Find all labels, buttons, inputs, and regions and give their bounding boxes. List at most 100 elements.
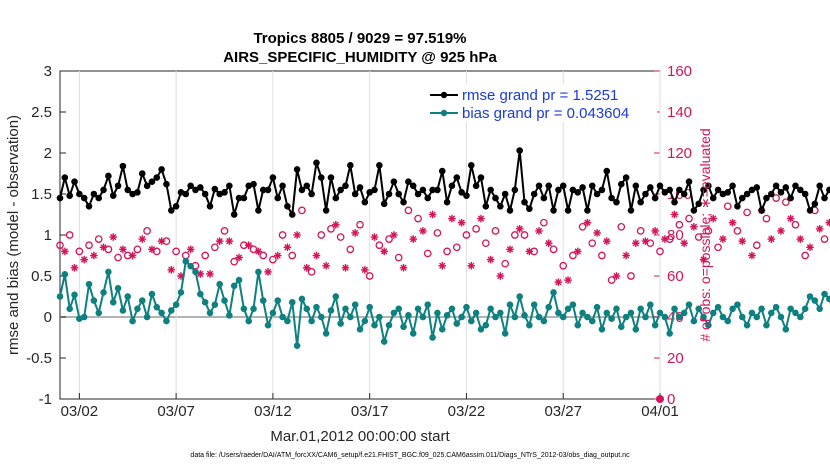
bias-point	[569, 301, 577, 309]
bias-point	[477, 326, 485, 333]
obs-evaluated-marker	[70, 264, 79, 272]
bias-point	[206, 309, 214, 317]
obs-possible-marker	[772, 194, 780, 202]
bias-point	[467, 317, 475, 325]
bias-point	[269, 309, 277, 317]
bias-point	[782, 326, 790, 333]
obs-evaluated-stroke	[439, 262, 446, 269]
rmse-point	[361, 198, 369, 206]
y-tick-label: -1	[39, 391, 52, 408]
rmse-point	[758, 207, 765, 214]
obs-possible-marker	[762, 214, 771, 223]
obs-evaluated-marker	[457, 218, 466, 227]
rmse-point	[424, 194, 432, 202]
obs-evaluated-marker	[573, 247, 582, 256]
obs-evaluated-marker	[564, 276, 572, 284]
bias-point	[351, 301, 359, 309]
obs-evaluated-marker	[815, 225, 824, 233]
obs-possible-marker	[404, 206, 413, 215]
obs-possible-marker	[114, 253, 122, 262]
bias-point	[559, 313, 567, 321]
rmse-point	[685, 178, 693, 185]
rmse-point	[656, 182, 664, 190]
rmse-point	[134, 189, 141, 196]
obs-evaluated-stroke	[748, 252, 756, 259]
bias-point	[443, 312, 451, 319]
bias-point	[284, 317, 291, 325]
bias-point	[593, 303, 601, 311]
bias-point	[637, 305, 644, 313]
obs-possible-marker	[704, 227, 713, 235]
obs-possible-marker	[733, 227, 742, 235]
bias-point	[385, 321, 393, 329]
bias-point	[734, 301, 741, 309]
rmse-point	[821, 194, 828, 202]
obs-possible-marker	[327, 225, 335, 233]
rmse-point	[729, 182, 736, 190]
bias-point	[327, 307, 335, 314]
rmse-point	[206, 203, 214, 210]
bias-point	[695, 305, 703, 313]
rmse-point	[71, 178, 78, 185]
bias-point	[724, 317, 732, 325]
obs-possible-marker	[85, 241, 93, 250]
obs-evaluated-stroke	[729, 219, 736, 226]
obs-evaluated-marker	[496, 272, 505, 280]
obs-possible-marker	[269, 255, 277, 264]
obs-evaluated-marker	[690, 223, 698, 231]
rmse-point	[279, 182, 286, 190]
bias-point	[530, 301, 538, 309]
bias-point	[187, 262, 194, 270]
rmse-point	[153, 174, 161, 181]
rmse-point	[753, 184, 761, 191]
obs-possible-marker	[298, 206, 306, 215]
bias-point	[743, 321, 751, 329]
obs-possible-marker	[385, 235, 393, 243]
obs-possible-marker	[501, 259, 510, 268]
rmse-point	[347, 162, 354, 169]
x-tick-label: 03/02	[61, 403, 99, 420]
rmse-point	[90, 190, 98, 198]
obs-evaluated-stroke	[671, 211, 678, 218]
obs-evaluated-marker	[119, 245, 127, 254]
rmse-point	[308, 190, 315, 198]
rmse-point	[327, 174, 335, 181]
rmse-point	[705, 182, 712, 190]
bias-point	[613, 305, 620, 313]
bias-point	[226, 312, 233, 319]
obs-possible-marker	[94, 235, 103, 243]
rmse-point	[622, 174, 630, 181]
obs-evaluated-stroke	[506, 246, 514, 253]
obs-evaluated-stroke	[448, 215, 456, 222]
rmse-point	[651, 194, 659, 202]
rmse-point	[453, 174, 461, 181]
rmse-point	[738, 194, 746, 202]
rmse-point	[95, 194, 103, 202]
bias-point	[826, 295, 830, 303]
bias-point	[661, 313, 669, 321]
bias-point	[400, 323, 407, 331]
obs-possible-marker	[317, 231, 326, 239]
bias-point	[656, 309, 664, 317]
rmse-point	[56, 194, 64, 202]
obs-evaluated-marker	[535, 227, 543, 235]
bias-point	[221, 297, 228, 304]
obs-possible-marker	[230, 257, 239, 266]
bias-point	[622, 313, 630, 321]
obs-evaluated-stroke	[593, 229, 601, 237]
obs-evaluated-marker	[90, 251, 98, 260]
obs-possible-marker	[559, 261, 568, 270]
obs-evaluated-stroke	[235, 254, 243, 261]
y-tick-label-right: 60	[667, 268, 684, 285]
obs-evaluated-marker	[361, 266, 369, 274]
rmse-point	[506, 207, 514, 214]
rmse-point	[700, 186, 707, 194]
legend-swatch-marker	[440, 91, 448, 99]
rmse-point	[763, 194, 770, 202]
bias-point	[274, 297, 282, 304]
rmse-point	[182, 190, 190, 198]
rmse-point	[66, 192, 73, 199]
bias-point	[279, 313, 286, 321]
obs-endpoint-marker	[656, 395, 664, 403]
